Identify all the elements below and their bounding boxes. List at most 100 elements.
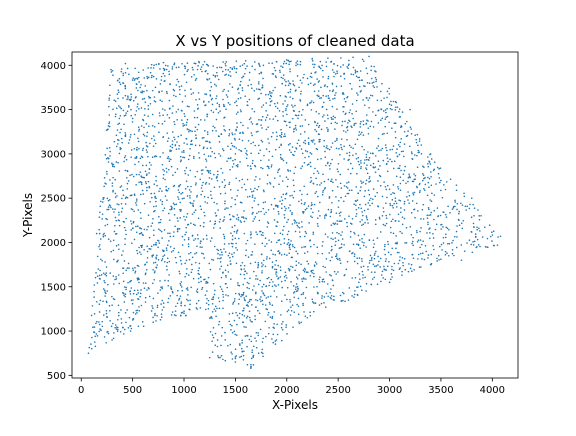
data-point bbox=[260, 92, 262, 95]
data-point bbox=[178, 270, 181, 273]
data-point bbox=[127, 97, 129, 99]
data-point bbox=[117, 161, 119, 164]
data-point bbox=[381, 274, 383, 276]
data-point bbox=[241, 87, 244, 89]
data-point bbox=[355, 186, 358, 188]
data-point bbox=[225, 294, 227, 296]
data-point bbox=[225, 282, 227, 285]
data-point bbox=[369, 259, 371, 262]
data-point bbox=[436, 260, 439, 262]
data-point bbox=[341, 93, 344, 95]
data-point bbox=[208, 77, 211, 80]
data-point bbox=[265, 128, 268, 131]
data-point bbox=[266, 242, 268, 245]
data-point bbox=[278, 110, 281, 112]
data-point bbox=[361, 241, 364, 243]
data-point bbox=[130, 114, 132, 117]
data-point bbox=[171, 140, 174, 142]
data-point bbox=[205, 181, 208, 184]
data-point bbox=[285, 107, 287, 110]
data-point bbox=[204, 93, 206, 95]
data-point bbox=[270, 249, 273, 252]
data-point bbox=[417, 151, 420, 154]
data-point bbox=[400, 138, 402, 140]
y-tick-label: 1000 bbox=[41, 327, 66, 338]
data-point bbox=[400, 125, 403, 127]
data-point bbox=[210, 86, 213, 88]
data-point bbox=[285, 109, 287, 112]
data-point bbox=[173, 208, 176, 210]
data-point bbox=[155, 257, 157, 260]
data-point bbox=[179, 201, 181, 204]
data-point bbox=[298, 226, 301, 229]
data-point bbox=[227, 157, 230, 160]
data-point bbox=[388, 281, 391, 284]
data-point bbox=[466, 242, 468, 244]
data-point bbox=[231, 144, 234, 147]
data-point bbox=[267, 314, 269, 316]
data-point bbox=[179, 208, 181, 211]
data-point bbox=[219, 261, 222, 263]
data-point bbox=[336, 70, 338, 72]
data-point bbox=[304, 139, 306, 142]
data-point bbox=[365, 179, 368, 182]
data-point bbox=[430, 171, 432, 173]
data-point bbox=[384, 253, 386, 256]
data-point bbox=[428, 177, 431, 180]
data-point bbox=[197, 107, 200, 110]
data-point bbox=[327, 130, 329, 132]
data-point bbox=[408, 194, 411, 197]
data-point bbox=[254, 315, 256, 317]
data-point bbox=[185, 121, 188, 124]
data-point bbox=[144, 85, 147, 87]
data-point bbox=[113, 99, 115, 101]
data-point bbox=[293, 311, 296, 314]
data-point bbox=[386, 265, 389, 268]
data-point bbox=[287, 241, 290, 244]
data-point bbox=[255, 331, 258, 334]
data-point bbox=[211, 334, 214, 336]
data-point bbox=[360, 180, 362, 182]
data-point bbox=[234, 139, 236, 141]
data-point bbox=[304, 150, 307, 152]
data-point bbox=[247, 301, 249, 304]
data-point bbox=[114, 278, 116, 281]
data-point bbox=[288, 269, 291, 272]
data-point bbox=[197, 123, 200, 126]
data-point bbox=[136, 279, 139, 281]
data-point bbox=[294, 220, 297, 222]
data-point bbox=[365, 167, 367, 169]
data-point bbox=[112, 190, 114, 193]
data-point bbox=[410, 128, 412, 130]
data-point bbox=[220, 354, 223, 357]
data-point bbox=[124, 71, 127, 74]
data-point bbox=[299, 189, 301, 192]
data-point bbox=[139, 171, 142, 173]
data-point bbox=[165, 249, 168, 252]
data-point bbox=[340, 220, 343, 222]
data-point bbox=[139, 295, 141, 298]
data-point bbox=[115, 161, 118, 163]
data-point bbox=[409, 126, 412, 129]
data-point bbox=[233, 230, 236, 233]
data-point bbox=[131, 117, 134, 120]
data-point bbox=[322, 69, 324, 72]
data-point bbox=[302, 269, 305, 271]
data-point bbox=[210, 190, 212, 193]
data-point bbox=[438, 177, 441, 179]
data-point bbox=[131, 267, 134, 270]
data-point bbox=[222, 90, 224, 92]
data-point bbox=[270, 95, 273, 98]
data-point bbox=[162, 255, 164, 258]
data-point bbox=[174, 256, 177, 259]
data-point bbox=[135, 155, 138, 158]
data-point bbox=[260, 159, 262, 162]
data-point bbox=[309, 239, 311, 242]
data-point bbox=[440, 223, 443, 226]
data-point bbox=[392, 218, 394, 221]
data-point bbox=[374, 114, 377, 117]
data-point bbox=[228, 252, 231, 255]
data-point bbox=[167, 301, 169, 304]
data-point bbox=[398, 220, 400, 222]
data-point bbox=[137, 137, 139, 140]
